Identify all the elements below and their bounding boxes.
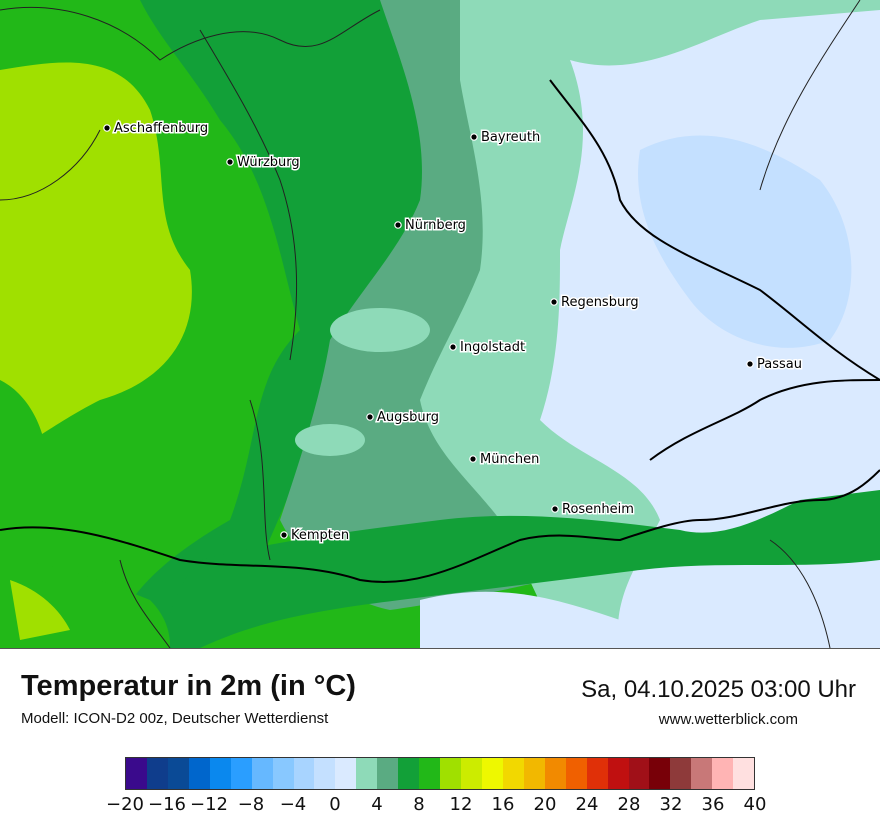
legend-tick-label: 32: [659, 794, 683, 815]
city-dot: [470, 133, 478, 141]
legend-swatch: [419, 758, 441, 789]
city-label: Ingolstadt: [460, 340, 525, 355]
legend-swatch: [440, 758, 461, 789]
city-marker: Nürnberg: [394, 217, 467, 235]
legend-swatch: [167, 758, 189, 789]
legend-swatch: [607, 758, 629, 789]
city-marker: Kempten: [280, 527, 351, 545]
city-marker: München: [469, 451, 541, 469]
city-marker: Augsburg: [366, 409, 441, 427]
city-marker: Rosenheim: [551, 501, 635, 519]
temperature-map: Aschaffenburg Würzburg Bayreuth Nürnberg Reg…: [0, 0, 880, 649]
legend-swatch: [356, 758, 378, 789]
city-dot: [550, 298, 558, 306]
legend-swatch: [230, 758, 252, 789]
city-markers: Aschaffenburg Würzburg Bayreuth Nürnberg Reg…: [103, 120, 803, 545]
city-label: Kempten: [291, 528, 349, 543]
city-label: Würzburg: [237, 155, 300, 170]
legend-swatch: [691, 758, 713, 789]
legend-swatch: [523, 758, 545, 789]
legend-swatch: [544, 758, 566, 789]
legend-swatch: [565, 758, 587, 789]
legend-swatch: [461, 758, 482, 789]
legend-tick-label: 12: [449, 794, 473, 815]
temperature-field: [0, 0, 880, 648]
legend-swatch: [733, 758, 755, 789]
city-dot: [280, 531, 288, 539]
city-marker: Ingolstadt: [449, 339, 527, 357]
city-label: Passau: [757, 357, 802, 372]
legend-swatch: [146, 758, 168, 789]
city-dot: [103, 124, 111, 132]
legend-tick-label: 40: [743, 794, 767, 815]
legend-swatch: [377, 758, 399, 789]
map-title: Temperatur in 2m (in °C): [21, 670, 356, 702]
city-dot: [394, 221, 402, 229]
legend-swatch: [502, 758, 524, 789]
legend-swatch: [272, 758, 294, 789]
borders: [0, 0, 880, 649]
legend-tick-label: −8: [237, 794, 265, 815]
city-marker: Aschaffenburg: [103, 120, 210, 138]
legend-swatch: [481, 758, 503, 789]
city-marker: Bayreuth: [470, 129, 542, 147]
legend-tick-label: −12: [190, 794, 228, 815]
legend-swatch: [188, 758, 210, 789]
city-dot: [551, 505, 559, 513]
city-marker: Regensburg: [550, 294, 640, 312]
city-marker: Würzburg: [226, 154, 301, 172]
city-dot: [226, 158, 234, 166]
legend-tick-label: 8: [413, 794, 425, 815]
legend-swatch: [293, 758, 315, 789]
legend-tick-label: 24: [575, 794, 599, 815]
legend-swatch: [251, 758, 273, 789]
website-link[interactable]: www.wetterblick.com: [658, 711, 798, 728]
legend-swatch: [335, 758, 357, 789]
city-label: Nürnberg: [405, 218, 466, 233]
legend-tick-label: 16: [491, 794, 515, 815]
forecast-datetime: Sa, 04.10.2025 03:00 Uhr: [581, 676, 856, 703]
legend-tick-label: 20: [533, 794, 557, 815]
legend-swatch: [628, 758, 650, 789]
legend-swatch: [314, 758, 336, 789]
legend-swatch: [670, 758, 692, 789]
city-label: Aschaffenburg: [114, 121, 208, 136]
legend-tick-labels: −20 −16 −12 −8 −4 0 4 8 12 16 20 24 28 32 36 40: [0, 794, 880, 818]
legend-tick-label: 0: [329, 794, 341, 815]
model-source-text: Modell: ICON-D2 00z, Deutscher Wetterdie…: [21, 710, 329, 727]
legend-tick-label: 4: [371, 794, 383, 815]
legend-swatch: [126, 758, 147, 789]
city-marker: Passau: [746, 356, 803, 374]
city-label: Rosenheim: [562, 502, 634, 517]
city-label: Bayreuth: [481, 130, 540, 145]
legend-tick-label: −16: [148, 794, 186, 815]
legend-tick-label: −20: [106, 794, 144, 815]
legend-swatch: [209, 758, 231, 789]
legend-swatch: [649, 758, 671, 789]
legend-swatch: [586, 758, 608, 789]
city-dot: [449, 343, 457, 351]
city-label: Regensburg: [561, 295, 639, 310]
legend-tick-label: −4: [279, 794, 307, 815]
temperature-color-scale: [125, 757, 755, 790]
legend-swatch: [398, 758, 420, 789]
city-dot: [366, 413, 374, 421]
legend-tick-label: 28: [617, 794, 641, 815]
city-label: München: [480, 452, 539, 467]
legend-swatch: [712, 758, 734, 789]
city-dot: [746, 360, 754, 368]
city-dot: [469, 455, 477, 463]
legend-tick-label: 36: [701, 794, 725, 815]
city-label: Augsburg: [377, 410, 439, 425]
